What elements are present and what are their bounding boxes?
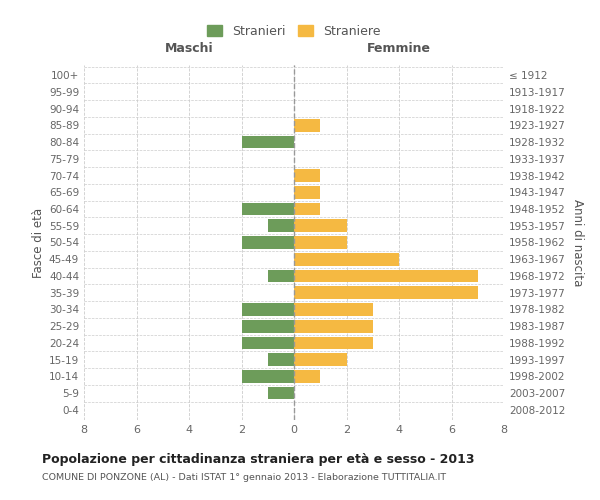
Bar — [294, 320, 373, 332]
Bar — [268, 270, 294, 282]
Text: Femmine: Femmine — [367, 42, 431, 55]
Text: COMUNE DI PONZONE (AL) - Dati ISTAT 1° gennaio 2013 - Elaborazione TUTTITALIA.IT: COMUNE DI PONZONE (AL) - Dati ISTAT 1° g… — [42, 472, 446, 482]
Bar — [241, 303, 294, 316]
Bar — [294, 186, 320, 198]
Bar — [268, 220, 294, 232]
Bar — [268, 354, 294, 366]
Bar — [241, 370, 294, 382]
Bar — [294, 169, 320, 182]
Bar — [241, 236, 294, 249]
Text: Maschi: Maschi — [164, 42, 214, 55]
Text: Popolazione per cittadinanza straniera per età e sesso - 2013: Popolazione per cittadinanza straniera p… — [42, 452, 475, 466]
Bar — [268, 387, 294, 400]
Bar — [294, 202, 320, 215]
Legend: Stranieri, Straniere: Stranieri, Straniere — [202, 20, 386, 43]
Bar — [294, 220, 347, 232]
Bar — [294, 236, 347, 249]
Bar — [294, 286, 478, 299]
Bar — [294, 270, 478, 282]
Y-axis label: Anni di nascita: Anni di nascita — [571, 199, 584, 286]
Bar — [241, 320, 294, 332]
Bar — [241, 336, 294, 349]
Bar — [241, 136, 294, 148]
Bar — [294, 253, 399, 266]
Bar — [294, 119, 320, 132]
Y-axis label: Fasce di età: Fasce di età — [32, 208, 45, 278]
Bar — [294, 303, 373, 316]
Bar — [294, 336, 373, 349]
Bar — [241, 202, 294, 215]
Bar — [294, 354, 347, 366]
Bar — [294, 370, 320, 382]
